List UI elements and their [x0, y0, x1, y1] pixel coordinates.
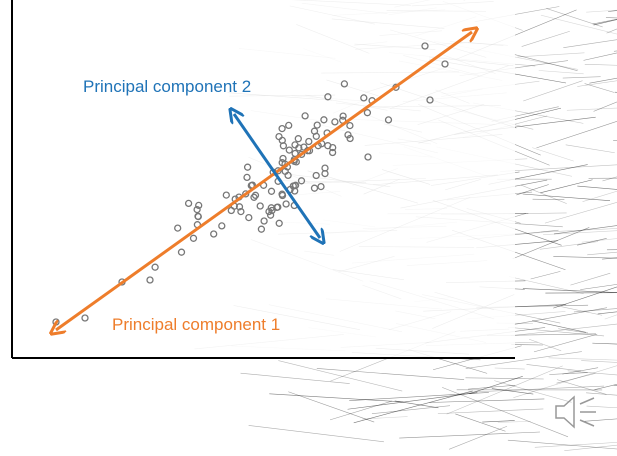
plot-panel: [0, 0, 515, 358]
pc2-label: Principal component 2: [83, 77, 251, 96]
slide: Principal component 2 Principal componen…: [0, 0, 617, 456]
page: Principal component 2 Principal componen…: [0, 0, 617, 456]
pc1-label: Principal component 1: [112, 315, 280, 334]
